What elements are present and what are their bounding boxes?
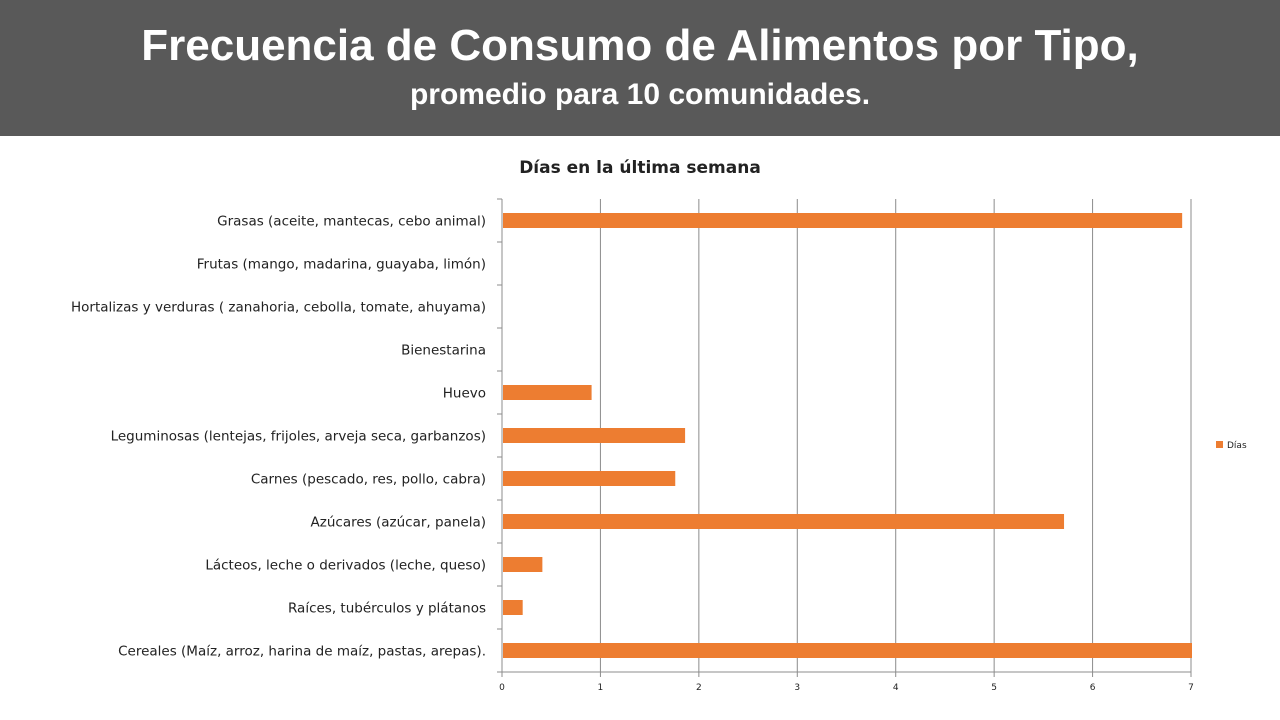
bar [503, 213, 1183, 228]
x-tick-label: 0 [499, 683, 505, 693]
slide-subtitle: promedio para 10 comunidades. [409, 78, 871, 111]
category-label: Lácteos, leche o derivados (leche, queso… [205, 558, 486, 574]
bar [503, 428, 686, 443]
x-tick-label: 2 [696, 683, 702, 693]
bar [503, 514, 1065, 529]
x-tick-label: 1 [598, 683, 604, 693]
category-label: Azúcares (azúcar, panela) [311, 515, 486, 531]
chart-title: Días en la última semana [519, 158, 761, 178]
category-label: Carnes (pescado, res, pollo, cabra) [251, 472, 486, 488]
category-label: Grasas (aceite, mantecas, cebo animal) [217, 214, 486, 230]
legend-label: Días [1227, 441, 1247, 451]
bar [503, 557, 543, 572]
bar [503, 600, 523, 615]
title-banner: Frecuencia de Consumo de Alimentos por T… [0, 0, 1280, 136]
slide-title: Frecuencia de Consumo de Alimentos por T… [141, 21, 1139, 70]
category-label: Hortalizas y verduras ( zanahoria, cebol… [71, 300, 486, 316]
x-tick-label: 6 [1090, 683, 1096, 693]
category-label: Leguminosas (lentejas, frijoles, arveja … [111, 429, 486, 445]
bar [503, 385, 592, 400]
category-label: Huevo [443, 386, 486, 402]
bar [503, 643, 1192, 658]
bar [503, 471, 676, 486]
category-label: Raíces, tubérculos y plátanos [288, 601, 486, 617]
legend-swatch [1216, 441, 1223, 448]
category-label: Frutas (mango, madarina, guayaba, limón) [197, 257, 486, 273]
category-label: Cereales (Maíz, arroz, harina de maíz, p… [118, 644, 486, 660]
x-tick-label: 7 [1188, 683, 1194, 693]
category-label: Bienestarina [401, 343, 486, 359]
x-tick-label: 4 [893, 683, 899, 693]
x-tick-label: 3 [794, 683, 800, 693]
x-tick-label: 5 [991, 683, 997, 693]
